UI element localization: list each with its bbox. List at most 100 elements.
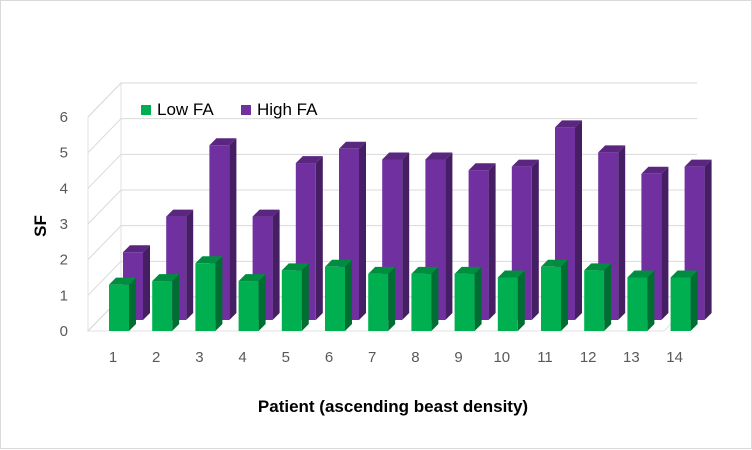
bar-low-fa-3 (195, 256, 223, 331)
bars (109, 120, 712, 331)
bar-front (411, 273, 432, 331)
bar-side (143, 245, 150, 320)
x-tick-label: 11 (537, 349, 553, 366)
bar-top (511, 159, 539, 167)
bar-low-fa-2 (152, 274, 180, 331)
x-tick-label: 12 (580, 349, 597, 366)
x-tick-label: 5 (282, 349, 290, 366)
y-tick-label: 0 (60, 323, 68, 340)
bar-side (359, 141, 366, 320)
bar-side (690, 270, 698, 331)
bar-top (641, 166, 669, 174)
bar-top (339, 141, 366, 149)
bar-front (325, 266, 345, 331)
bar-top (152, 274, 180, 282)
bar-low-fa-8 (411, 266, 439, 331)
bar-side (301, 263, 309, 331)
bar-side (172, 274, 180, 331)
bar-front (497, 277, 518, 331)
bar-side (272, 209, 280, 320)
bar-top (325, 259, 352, 267)
bar-side (315, 156, 323, 320)
bar-top (468, 163, 496, 171)
bar-front (368, 273, 389, 331)
x-tick-label: 6 (325, 349, 333, 366)
bar-low-fa-9 (454, 266, 482, 331)
x-tick-label: 10 (493, 349, 510, 366)
gridline (87, 225, 697, 261)
bar-top (454, 266, 482, 274)
bar-front (670, 277, 691, 331)
bar-front (195, 263, 216, 331)
x-tick-label: 14 (666, 349, 683, 366)
legend-label-low-fa: Low FA (157, 100, 214, 119)
bar-top (684, 159, 712, 167)
bar-side (704, 159, 712, 320)
bar-top (425, 152, 453, 160)
bar-top (252, 209, 280, 217)
bar-side (229, 138, 237, 320)
gridline (87, 82, 697, 118)
x-tick-label: 3 (195, 349, 203, 366)
bar-high-fa-4 (252, 209, 280, 320)
bar-top (209, 138, 237, 146)
bar-side (345, 259, 352, 331)
bar-low-fa-1 (109, 277, 136, 331)
legend-swatch-low-fa (141, 105, 151, 115)
bar-side (517, 270, 525, 331)
bar-top (281, 263, 309, 271)
bar-side (647, 270, 655, 331)
bar-side (186, 209, 194, 320)
bar-front (584, 270, 605, 331)
x-tick-label: 2 (152, 349, 160, 366)
bar-top (497, 270, 525, 278)
y-tick-label: 5 (60, 145, 68, 162)
bar-front (541, 266, 561, 331)
bar-side (215, 256, 223, 331)
y-tick-label: 3 (60, 216, 68, 233)
bar-front (109, 284, 129, 331)
bar-side (488, 163, 496, 320)
x-tick-label: 4 (238, 349, 246, 366)
gridline (87, 118, 697, 154)
legend-label-high-fa: High FA (257, 100, 318, 119)
bar-front (454, 273, 475, 331)
bar-side (258, 274, 266, 331)
bar-top (109, 277, 136, 285)
bar-top (166, 209, 194, 217)
bar-low-fa-12 (584, 263, 612, 331)
bar-top (627, 270, 655, 278)
bar-side (618, 145, 626, 320)
bar-side (129, 277, 136, 331)
y-axis-title: SF (31, 215, 50, 237)
bar-side (575, 120, 582, 321)
y-tick-label: 2 (60, 252, 68, 269)
y-tick-label: 4 (60, 180, 68, 197)
x-tick-label: 7 (368, 349, 376, 366)
y-tick-label: 6 (60, 109, 68, 126)
bar-top (541, 259, 568, 267)
x-tick-label: 13 (623, 349, 640, 366)
bar-low-fa-4 (238, 274, 266, 331)
bar-front (627, 277, 648, 331)
bar-side (661, 166, 669, 320)
y-tick-label: 1 (60, 287, 68, 304)
bar-low-fa-11 (541, 259, 568, 331)
bar-side (604, 263, 612, 331)
bar-side (431, 266, 439, 331)
bar-side (561, 259, 568, 331)
bar-side (402, 152, 410, 320)
bar-top (670, 270, 698, 278)
gridline (87, 260, 697, 296)
bar-top (598, 145, 626, 153)
legend: Low FA High FA (141, 100, 318, 119)
bar-low-fa-14 (670, 270, 698, 331)
bar-front (281, 270, 302, 331)
x-tick-label: 9 (454, 349, 462, 366)
bar-top (411, 266, 439, 274)
bar-top (584, 263, 612, 271)
x-tick-label: 8 (411, 349, 419, 366)
bar-low-fa-7 (368, 266, 396, 331)
